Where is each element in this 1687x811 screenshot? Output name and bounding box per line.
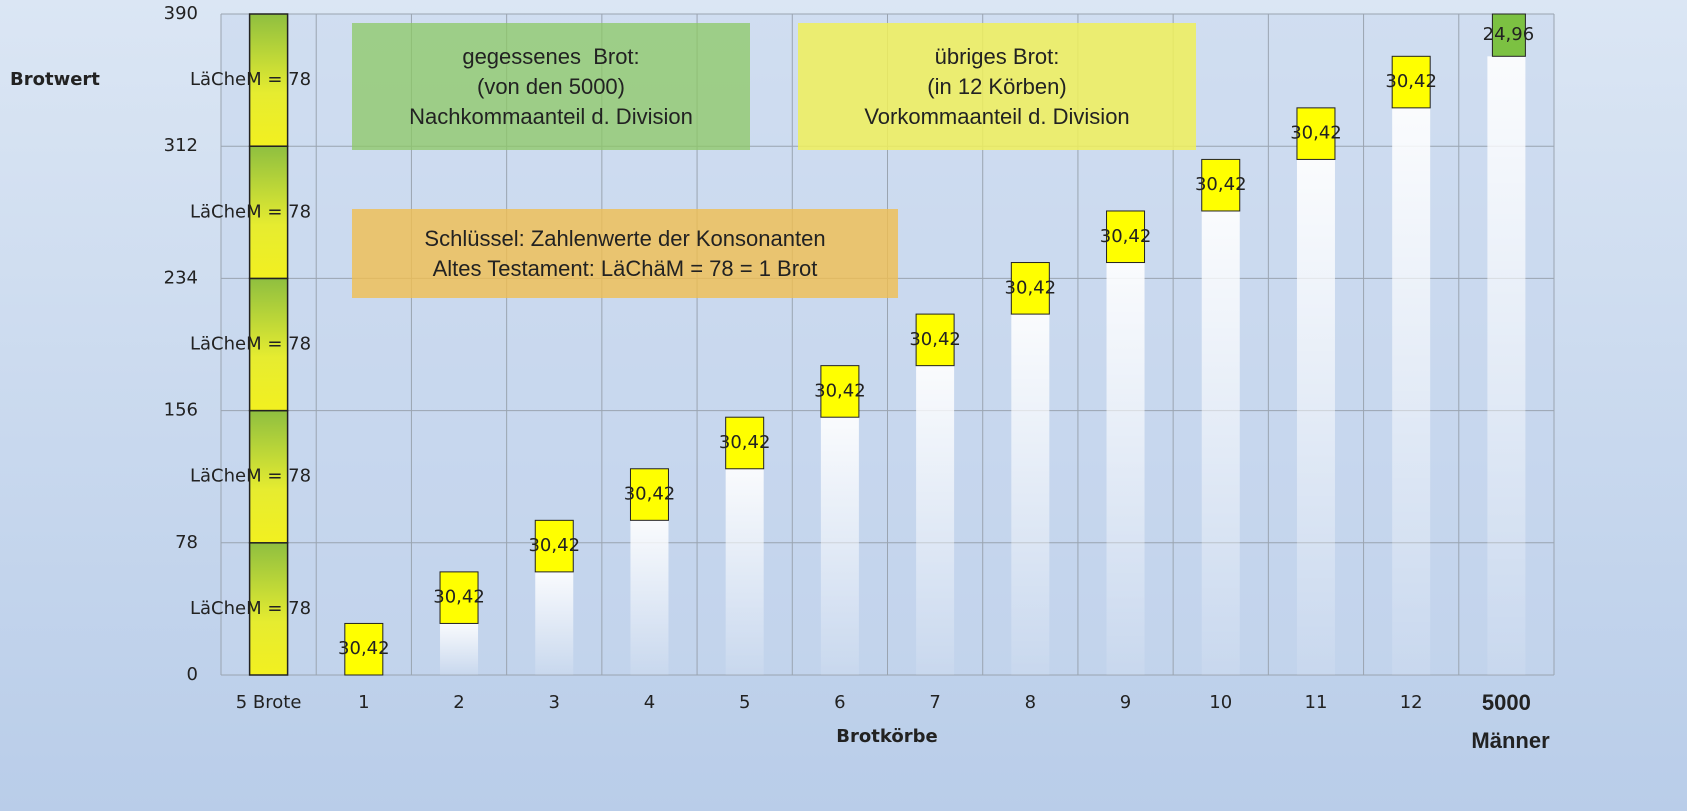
y-tick-label: 312 — [164, 135, 198, 156]
segment-label: LäCheM = 78 — [190, 69, 311, 90]
bar — [820, 365, 860, 418]
bar — [1106, 210, 1146, 264]
annotation-text: Schlüssel: Zahlenwerte der Konsonanten — [424, 225, 826, 251]
data-label: 30,42 — [1290, 123, 1342, 144]
bar — [915, 313, 955, 367]
bar — [439, 571, 479, 624]
stack-segment — [248, 409, 289, 544]
shadow-column — [916, 365, 955, 675]
x-tick-label: 11 — [1304, 692, 1328, 713]
annotation-box: übriges Brot: (in 12 Körben) Vorkommaantei… — [798, 23, 1196, 150]
shadow-column — [725, 468, 764, 675]
x-tick-label: 10 — [1209, 692, 1233, 713]
y-tick-label: 78 — [175, 532, 198, 553]
bar — [725, 416, 765, 470]
x-tick-label: 8 — [1024, 692, 1037, 713]
annotation-text: übriges Brot: — [934, 43, 1060, 69]
x-axis-label: Brotkörbe — [836, 726, 937, 747]
bar — [1391, 55, 1431, 109]
data-label: 30,42 — [1195, 174, 1247, 195]
shadow-column — [535, 571, 574, 675]
x-tick-label: 9 — [1119, 692, 1132, 713]
segment-label: LäCheM = 78 — [190, 201, 311, 222]
bar — [534, 519, 574, 573]
segment-label: LäCheM = 78 — [190, 466, 311, 487]
y-axis-label: Brotwert — [10, 69, 100, 90]
shadow-column — [440, 623, 479, 675]
shadow-column — [1487, 56, 1526, 675]
shadow-column — [1296, 159, 1335, 676]
stack-segment — [248, 145, 289, 280]
x-tick-label: 5 Brote — [235, 692, 302, 713]
segment-label: LäCheM = 78 — [190, 598, 311, 619]
stack-segment — [248, 542, 289, 676]
x-tick-label: 3 — [548, 692, 560, 713]
annotation-text: Nachkommaanteil d. Division — [409, 103, 693, 129]
data-label: 30,42 — [338, 638, 390, 659]
y-tick-label: 156 — [164, 400, 198, 421]
shadow-column — [1106, 262, 1145, 675]
data-label: 30,42 — [909, 329, 961, 350]
x-tick-label: 6 — [834, 692, 846, 713]
bar — [629, 468, 669, 521]
stack-segment — [248, 277, 289, 412]
annotation-box: Schlüssel: Zahlenwerte der Konsonanten Al… — [352, 209, 898, 298]
x-tick-label: 2 — [453, 692, 465, 713]
shadow-column — [1392, 107, 1431, 675]
shadow-column — [1201, 210, 1240, 675]
x-tick-label: 5 — [738, 692, 751, 713]
stack-segment — [248, 13, 289, 147]
shadow-column — [630, 520, 669, 675]
annotation-text: gegessenes Brot: — [462, 43, 640, 69]
y-tick-label: 234 — [164, 267, 198, 288]
bar — [1201, 158, 1241, 212]
bar — [1296, 107, 1336, 160]
shadow-column — [820, 417, 859, 675]
data-label: 30,42 — [814, 380, 866, 401]
x-tick-label: 1 — [358, 692, 370, 713]
data-label: 30,42 — [719, 432, 771, 453]
shadow-column — [1011, 314, 1050, 675]
bar — [1010, 262, 1050, 315]
bar — [1491, 13, 1526, 57]
y-tick-label: 0 — [187, 664, 198, 685]
data-label: 30,42 — [624, 484, 676, 505]
segment-label: LäCheM = 78 — [190, 334, 311, 355]
x-tick-label: 4 — [643, 692, 656, 713]
annotation-text: (in 12 Körben) — [927, 73, 1067, 99]
y-tick-label: 390 — [164, 3, 198, 24]
annotation-text: Vorkommaanteil d. Division — [864, 103, 1130, 129]
annotation-text: (von den 5000) — [477, 73, 625, 99]
bar — [344, 622, 384, 676]
data-label: 30,42 — [1005, 277, 1057, 298]
data-label: 30,42 — [1385, 71, 1437, 92]
x-tick-label: 7 — [929, 692, 941, 713]
data-label: 30,42 — [1100, 226, 1152, 247]
data-label: 24,96 — [1483, 24, 1535, 45]
data-label: 30,42 — [528, 535, 580, 556]
x-tick-label: 12 — [1399, 692, 1423, 713]
x-tick-label: 5000 Männer — [1471, 690, 1550, 753]
annotation-box: gegessenes Brot: (von den 5000) Nachkommaa… — [352, 23, 750, 150]
annotation-text: Altes Testament: LäChäM = 78 = 1 Brot — [432, 255, 818, 281]
data-label: 30,42 — [433, 587, 485, 608]
